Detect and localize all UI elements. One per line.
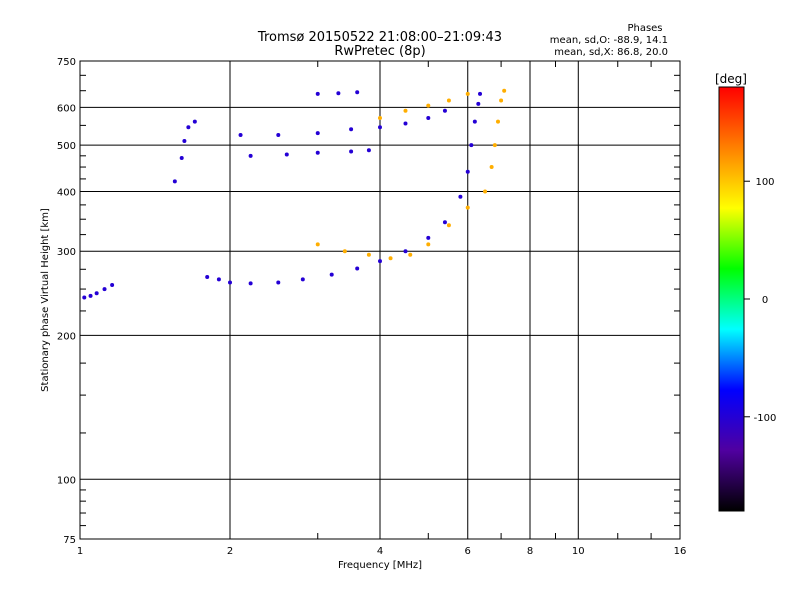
colorbar-label: [deg] [715,72,747,86]
data-point [465,91,470,96]
x-tick-label: 1 [77,546,83,557]
x-axis-label: Frequency [MHz] [338,560,422,571]
data-point [276,280,281,285]
data-points [82,88,507,300]
data-point [329,272,334,277]
data-point [349,127,354,132]
stats-line-o: mean, sd,O: -88.9, 14.1 [550,35,668,46]
data-point [172,179,177,184]
data-point [315,131,320,136]
data-point [442,220,447,225]
y-tick-label: 600 [57,103,76,114]
x-tick-label: 4 [377,546,383,557]
data-point [82,295,87,300]
data-point [426,235,431,240]
chart-subtitle: RwPretec (8p) [334,44,425,59]
data-point [366,148,371,153]
data-point [355,90,360,95]
x-tick-label: 6 [465,546,471,557]
data-point [426,242,431,247]
data-point [276,133,281,138]
data-point [342,249,347,254]
data-point [248,153,253,158]
data-point [403,121,408,126]
y-tick-label: 100 [57,475,76,486]
data-point [426,115,431,120]
x-tick-label: 16 [674,546,687,557]
data-point [403,108,408,113]
stats-heading: Phases [627,23,662,34]
data-point [378,125,382,130]
y-tick-label: 300 [57,247,76,258]
y-tick-label: 750 [57,57,76,68]
data-point [366,252,371,257]
data-point [192,119,197,124]
data-point [442,108,447,113]
data-point [476,101,481,106]
chart-title: Tromsø 20150522 21:08:00–21:09:43 [257,30,502,45]
data-point [94,291,99,296]
data-point [300,277,305,282]
data-point [315,242,320,247]
y-axis-label: Stationary phase Virtual Height [km] [40,208,51,392]
data-point [349,149,354,154]
y-tick-label: 75 [63,535,76,546]
stats-line-x: mean, sd,X: 86.8, 20.0 [554,47,668,58]
colorbar-tick-label: 100 [755,177,774,188]
data-point [216,277,221,282]
data-point [446,223,451,228]
minor-ticks [80,61,680,539]
y-tick-label: 200 [57,331,76,342]
x-tick-label: 10 [572,546,585,557]
data-point [472,119,477,124]
data-point [489,165,494,170]
data-point [102,287,107,292]
data-point [179,156,184,161]
y-tick-label: 400 [57,187,76,198]
y-tick-labels: 75 100 200 300 400 500 600 750 [57,57,76,546]
data-point [228,280,232,285]
x-tick-label: 2 [227,546,233,557]
data-point [284,152,289,157]
colorbar [718,86,745,512]
data-point [336,91,341,96]
data-point [465,205,470,210]
data-point [182,139,187,144]
data-point [88,293,93,298]
data-point [378,259,382,264]
colorbar-ticks: 100 0 -100 [744,177,776,424]
colorbar-tick-label: -100 [754,413,777,424]
data-point [408,252,413,257]
data-point [478,91,483,96]
data-point [495,119,500,124]
data-point [426,103,431,108]
data-point [238,133,243,138]
data-point [492,143,497,148]
y-tick-label: 500 [57,141,76,152]
x-tick-labels: 1 2 4 6 8 10 16 [77,546,687,557]
data-point [502,88,507,93]
data-point [458,194,463,199]
data-point [378,115,382,120]
data-point [388,256,393,261]
data-point [248,281,253,286]
data-point [465,169,470,174]
data-point [483,189,488,194]
grid-lines [80,61,680,539]
data-point [403,249,408,254]
data-point [110,282,115,287]
data-point [205,274,210,279]
data-point [315,150,320,155]
colorbar-tick-label: 0 [762,295,768,306]
data-point [446,98,451,103]
data-point [499,98,504,103]
x-tick-label: 8 [527,546,533,557]
data-point [186,125,191,130]
data-point [355,266,360,271]
data-point [469,143,474,148]
data-point [315,91,320,96]
